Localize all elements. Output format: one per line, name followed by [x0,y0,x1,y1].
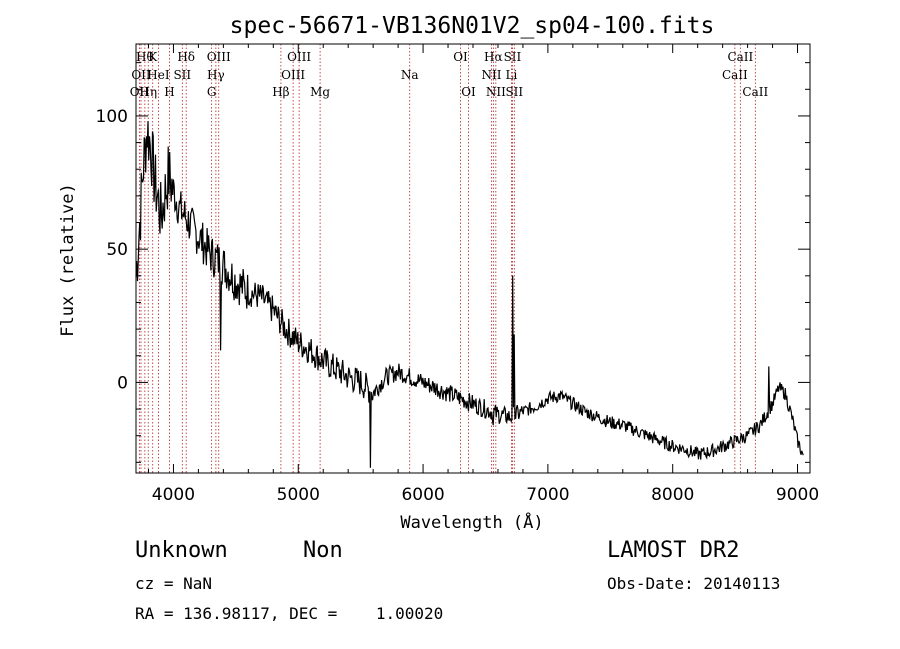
obs-date-label: Obs-Date: 20140113 [607,574,781,593]
chart-title: spec-56671-VB136N01V2_sp04-100.fits [230,13,715,39]
x-tick-label: 8000 [651,485,694,505]
y-axis-label: Flux (relative) [58,183,78,337]
spectral-line-label: OIII [207,50,231,64]
spectral-line-label: CaII [727,50,753,64]
spectral-line-label: Hβ [272,85,289,99]
spectral-line-label: OI [453,50,468,64]
spectral-line-label: Hγ [207,68,225,82]
spectral-line-label: Hθ [136,50,154,64]
spectral-line-label: SII [504,50,522,64]
spectral-line-label: SII [173,68,191,82]
redshift-label: cz = NaN [135,574,213,593]
x-tick-label: 5000 [277,485,320,505]
spectral-line-label: NII [486,85,506,99]
spectral-line-label: OIII [287,50,311,64]
y-tick-label: 0 [117,373,128,393]
spectral-line-label: Na [401,68,419,82]
y-axis-ticks: 0 50 100 [96,62,810,463]
spectral-line-label: NII [481,68,501,82]
spectral-line-label: K [148,50,158,64]
spectral-line-label: HeI [147,68,170,82]
spectral-line-label: H [164,85,174,99]
spectrum-series [135,121,804,468]
spectral-line-label: CaII [722,68,748,82]
survey-label: LAMOST DR2 [607,538,740,563]
coordinates-label: RA = 136.98117, DEC = 1.00020 [135,604,444,623]
y-tick-label: 100 [96,107,128,127]
spectral-line-label: OII [130,85,150,99]
spectral-line-label: CaII [742,85,768,99]
spectral-line-label: SII [505,85,523,99]
spectral-line-label: OIII [281,68,305,82]
plot-frame [135,43,811,474]
spectral-line-label: Mg [310,85,330,99]
object-class-label: Unknown [135,538,228,563]
spectral-line-label: Li [506,68,518,82]
x-axis-ticks: 4000 5000 6000 7000 8000 9000 [147,44,819,505]
spectral-line-markers: OIIOIIHθHηKHeIHSIIHδGHγOIIIHβOIIIOIIIMgN… [130,44,768,473]
spectral-line-label: Hα [484,50,503,64]
x-tick-label: 4000 [152,485,195,505]
x-tick-label: 6000 [401,485,444,505]
object-subclass-label: Non [303,538,343,563]
spectral-line-label: G [207,85,217,99]
spectral-line-label: OI [461,85,476,99]
x-axis-label: Wavelength (Å) [400,511,543,533]
x-tick-label: 9000 [776,485,819,505]
x-tick-label: 7000 [526,485,569,505]
spectral-line-label: Hη [139,85,157,99]
y-tick-label: 50 [106,240,128,260]
spectral-line-label: Hδ [177,50,195,64]
spectrum-line [135,121,804,468]
